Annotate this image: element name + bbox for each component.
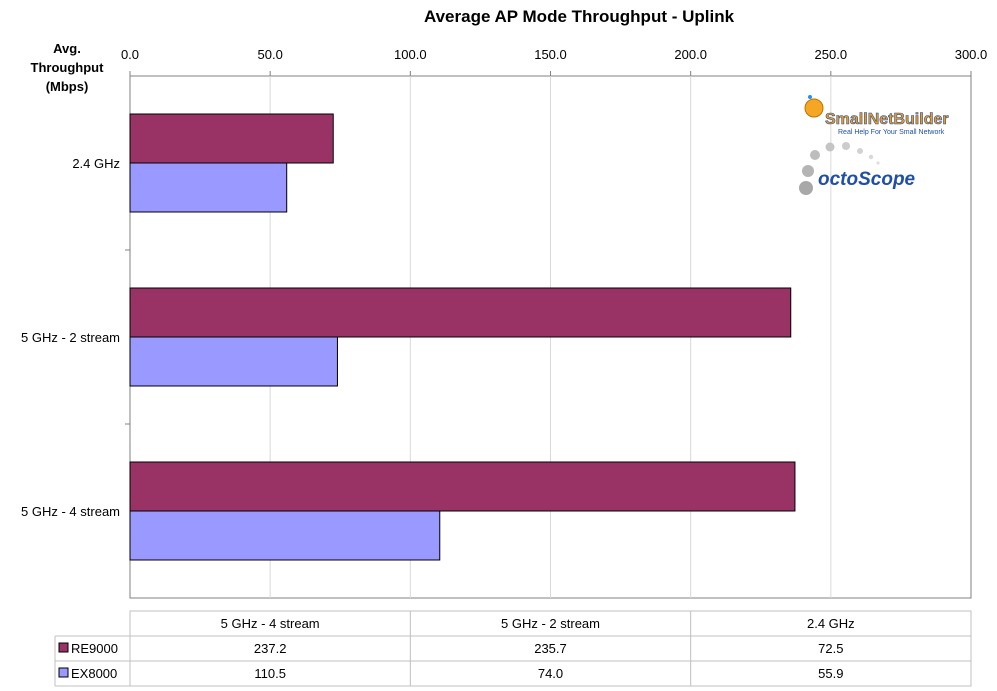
category-label: 2.4 GHz	[72, 156, 120, 171]
wifi-signal-icon	[808, 95, 812, 99]
x-tick-label: 100.0	[394, 47, 427, 62]
table-header-cell: 2.4 GHz	[807, 616, 855, 631]
data-table: 5 GHz - 4 stream 5 GHz - 2 stream 2.4 GHz R…	[54, 610, 972, 687]
table-value-cell: 55.9	[818, 666, 843, 681]
y-axis-label-line-1: Avg.	[53, 41, 81, 56]
octoscope-dot-icon	[810, 150, 820, 160]
smallnetbuilder-tagline: Real Help For Your Small Network	[838, 129, 945, 136]
octoscope-dot-icon	[802, 165, 814, 177]
bar-re9000	[129, 461, 796, 512]
x-axis-ticks: 0.0 50.0 100.0 150.0 200.0 250.0 300.0	[121, 47, 987, 76]
table-value-cell: 110.5	[254, 666, 286, 681]
legend-label: RE9000	[71, 641, 118, 656]
x-tick-label: 250.0	[815, 47, 848, 62]
x-tick-label: 200.0	[674, 47, 707, 62]
category-axis: 2.4 GHz 5 GHz - 2 stream 5 GHz - 4 stream	[21, 156, 130, 519]
table-value-cell: 237.2	[254, 641, 287, 656]
octoscope-dot-icon	[825, 142, 835, 152]
bar-ex8000	[129, 510, 441, 561]
table-header-cell: 5 GHz - 4 stream	[221, 616, 320, 631]
x-tick-label: 50.0	[258, 47, 283, 62]
table-header-cell: 5 GHz - 2 stream	[501, 616, 600, 631]
octoscope-dot-icon	[868, 154, 874, 160]
octoscope-dot-icon	[842, 142, 850, 150]
x-tick-label: 150.0	[534, 47, 567, 62]
x-tick-label: 0.0	[121, 47, 139, 62]
legend-label: EX8000	[71, 666, 117, 681]
legend-swatch-re9000	[58, 642, 69, 653]
y-axis-label-line-2: Throughput	[31, 60, 105, 75]
bar-ex8000	[129, 336, 338, 387]
y-axis-label-line-3: (Mbps)	[46, 79, 89, 94]
bar-re9000	[129, 113, 334, 164]
chart-title: Average AP Mode Throughput - Uplink	[424, 7, 735, 26]
octoscope-dot-icon	[876, 161, 880, 165]
bar-ex8000	[129, 162, 288, 213]
bar-re9000	[129, 287, 792, 338]
bars	[129, 113, 796, 561]
x-tick-label: 300.0	[955, 47, 988, 62]
legend-swatch-ex8000	[58, 667, 69, 678]
category-label: 5 GHz - 4 stream	[21, 504, 120, 519]
table-frame	[129, 610, 972, 687]
octoscope-wordmark: octoScope	[818, 169, 916, 190]
table-value-cell: 72.5	[818, 641, 843, 656]
table-value-cell: 74.0	[538, 666, 563, 681]
table-value-cell: 235.7	[534, 641, 567, 656]
category-label: 5 GHz - 2 stream	[21, 330, 120, 345]
octoscope-logo: octoScope	[799, 142, 916, 195]
octoscope-dot-icon	[857, 148, 863, 154]
ant-mascot-icon	[804, 98, 824, 118]
smallnetbuilder-logo: SmallNetBuilder Real Help For Your Small…	[804, 95, 949, 136]
smallnetbuilder-wordmark: SmallNetBuilder	[825, 111, 949, 128]
octoscope-dot-icon	[799, 181, 813, 195]
